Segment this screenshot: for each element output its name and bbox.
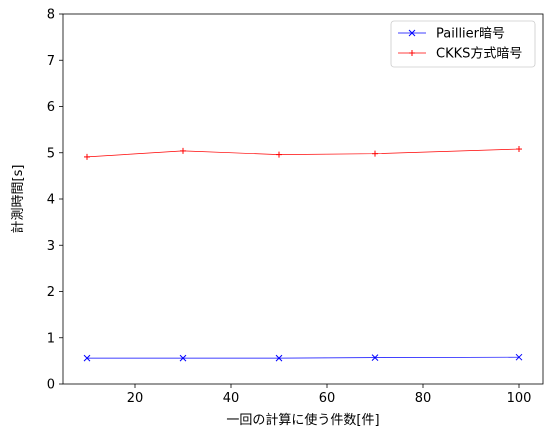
y-tick-label: 7 [47, 54, 55, 69]
y-tick-label: 8 [47, 8, 55, 23]
series-layer [83, 146, 523, 362]
x-tick-label: 20 [127, 391, 144, 406]
series-1-point [83, 354, 91, 362]
y-tick-label: 3 [47, 239, 55, 254]
series-1-point [371, 354, 379, 361]
series-1-point [275, 354, 283, 362]
legend-box [390, 20, 536, 68]
y-tick-label: 5 [47, 146, 55, 161]
y-tick-label: 0 [47, 378, 55, 393]
x-tick-label: 40 [223, 391, 240, 406]
series-1-point-stroke-b [83, 354, 91, 362]
x-tick-label: 60 [319, 391, 336, 406]
x-axis-label: 一回の計算に使う件数[件] [226, 412, 379, 428]
series-2-point [276, 151, 282, 158]
series-2-point [516, 146, 522, 153]
legend-label-1: Paillier暗号 [436, 27, 505, 42]
legend-marker-1-stroke-b [408, 29, 416, 37]
x-tick-label: 100 [507, 391, 532, 406]
plot-area [63, 14, 543, 384]
x-tick-label: 80 [415, 391, 432, 406]
legend-marker-1 [408, 29, 416, 37]
y-axis: 0 1 2 3 4 5 6 7 8 [47, 8, 63, 393]
y-tick-label: 4 [47, 193, 55, 208]
x-axis: 20 40 60 80 100 [127, 384, 532, 406]
y-axis-label: 計測時間[s] [10, 165, 26, 234]
series-2-point [180, 147, 186, 154]
series-1-point-stroke-b [275, 354, 283, 362]
series-1-point-stroke-b [371, 354, 379, 361]
y-tick-label: 1 [47, 331, 55, 346]
legend-marker-2 [409, 50, 415, 56]
legend-label-2: CKKS方式暗号 [436, 46, 522, 62]
series-2-point [84, 153, 90, 160]
y-tick-label: 2 [47, 285, 55, 300]
series-1-point [179, 354, 187, 362]
series-2-point [372, 150, 378, 157]
series-1-point [515, 353, 523, 361]
y-tick-label: 6 [47, 100, 55, 115]
legend: Paillier暗号 CKKS方式暗号 [390, 20, 536, 68]
series-1-point-stroke-b [179, 354, 187, 362]
series-1-point-stroke-b [515, 353, 523, 361]
